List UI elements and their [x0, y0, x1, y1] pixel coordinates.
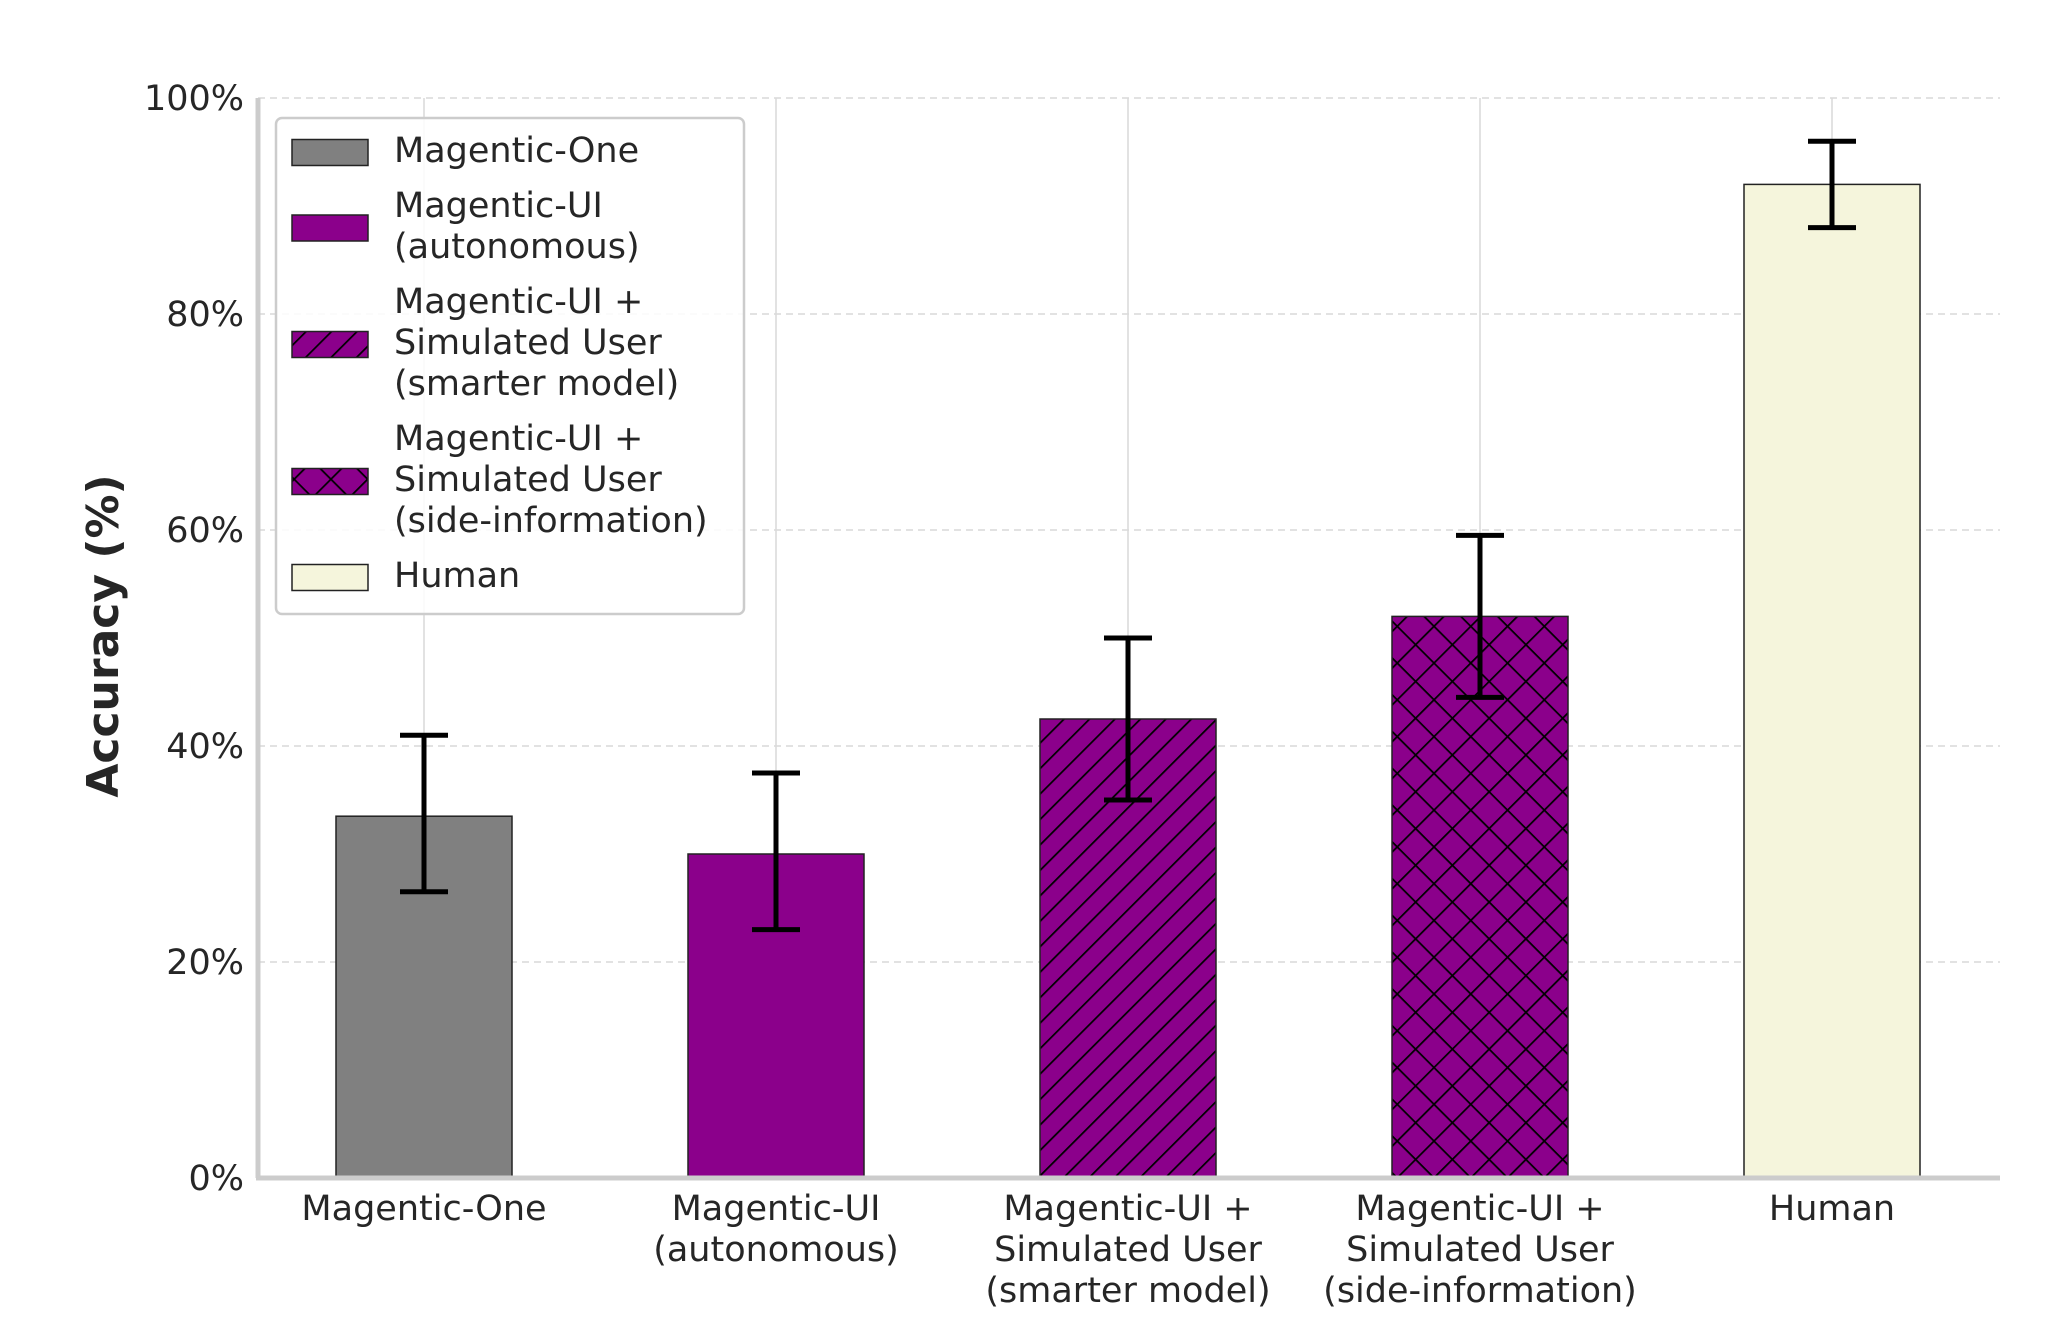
- axes: [255, 98, 2000, 1181]
- y-tick-label: 100%: [144, 79, 244, 119]
- legend-label: Magentic-UI + Simulated User (smarter mode…: [394, 282, 679, 404]
- x-tick-label: Magentic-UI + Simulated User (smarter mode…: [985, 1189, 1270, 1311]
- error-bar: [1808, 138, 1856, 231]
- legend-entry: Magentic-UI + Simulated User (side-informa…: [291, 419, 708, 541]
- x-tick-label: Human: [1769, 1189, 1895, 1229]
- tick-labels: 0% 20% 40% 60% 80% 100% Magentic-One Magentic-U…: [144, 79, 1895, 1311]
- legend-entry: Magentic-One: [291, 131, 639, 171]
- y-tick-label: 60%: [166, 511, 244, 551]
- error-bar: [400, 732, 448, 895]
- legend-label: Magentic-UI + Simulated User (side-informa…: [394, 419, 708, 541]
- y-tick-label: 0%: [188, 1159, 244, 1199]
- y-tick-label: 20%: [166, 943, 244, 983]
- legend-label: Magentic-One: [394, 131, 639, 171]
- y-tick-label: 40%: [166, 727, 244, 767]
- legend-swatch: [292, 564, 368, 591]
- x-tick-label: Magentic-UI + Simulated User (side-informa…: [1323, 1189, 1637, 1311]
- legend-label: Magentic-UI (autonomous): [394, 186, 640, 267]
- y-tick-label: 80%: [166, 295, 244, 335]
- bar: [1744, 184, 1920, 1178]
- legend-swatch: [292, 215, 368, 241]
- legend-entry: Human: [291, 556, 520, 596]
- legend: Magentic-One Magentic-UI (autonomous) Magen…: [274, 116, 746, 616]
- error-bar: [1104, 635, 1152, 803]
- error-bar: [1456, 532, 1504, 700]
- legend-entry: Magentic-UI + Simulated User (smarter mode…: [291, 282, 679, 404]
- x-tick-label: Magentic-One: [301, 1189, 546, 1229]
- legend-swatch: [292, 139, 368, 166]
- legend-label: Human: [394, 556, 520, 596]
- legend-box: [274, 116, 746, 616]
- bars: [335, 138, 1921, 1179]
- y-axis-label: Accuracy (%): [78, 474, 129, 797]
- legend-entry: Magentic-UI (autonomous): [291, 186, 640, 267]
- error-bar: [752, 770, 800, 933]
- bar-hatch: [1392, 616, 1568, 1178]
- x-tick-label: Magentic-UI (autonomous): [653, 1189, 899, 1270]
